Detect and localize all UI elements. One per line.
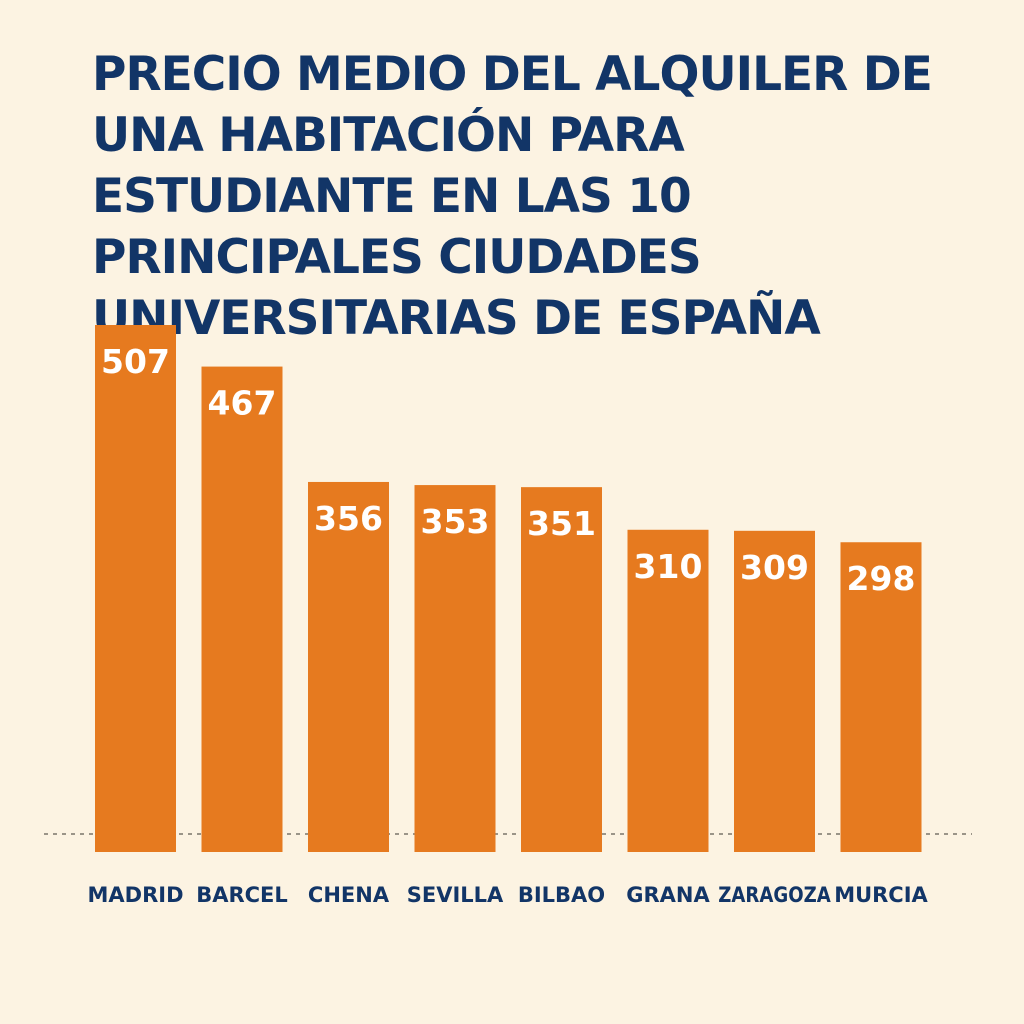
category-label: SEVILLA bbox=[407, 883, 504, 907]
category-label: BILBAO bbox=[518, 883, 605, 907]
category-labels-group: MADRID BARCEL CHENA SEVILLA BILBAO GRANA ZARAG… bbox=[88, 883, 929, 907]
bars-group bbox=[95, 325, 922, 852]
bar-madrid bbox=[95, 325, 176, 852]
bar-barcel bbox=[201, 366, 283, 852]
bar-zaragoza bbox=[734, 530, 815, 852]
bar-chena bbox=[308, 481, 389, 852]
bar-bilbao bbox=[521, 487, 602, 852]
bar-value-label: 467 bbox=[208, 384, 277, 423]
bar-murcia bbox=[840, 542, 922, 852]
category-label: BARCEL bbox=[196, 883, 288, 907]
bar-value-label: 507 bbox=[101, 342, 170, 381]
bar-value-label: 309 bbox=[740, 548, 809, 587]
category-label: CHENA bbox=[308, 883, 390, 907]
category-label: MADRID bbox=[88, 883, 184, 907]
bar-value-label: 351 bbox=[527, 504, 596, 543]
bar-sevilla bbox=[414, 485, 496, 852]
category-label: MURCIA bbox=[834, 883, 928, 907]
chart-title: PRECIO MEDIO DEL ALQUILER DE UNA HABITAC… bbox=[92, 47, 933, 346]
bar-value-label: 356 bbox=[314, 499, 383, 538]
bar-value-label: 298 bbox=[847, 559, 916, 598]
category-label: ZARAGOZA bbox=[718, 883, 831, 907]
bar-value-label: 353 bbox=[421, 502, 490, 541]
category-label: GRANA bbox=[626, 883, 710, 907]
bar-value-label: 310 bbox=[634, 547, 703, 586]
bar-grana bbox=[627, 529, 709, 852]
value-labels-group: 507 467 356 353 351 310 309 298 bbox=[101, 342, 915, 598]
